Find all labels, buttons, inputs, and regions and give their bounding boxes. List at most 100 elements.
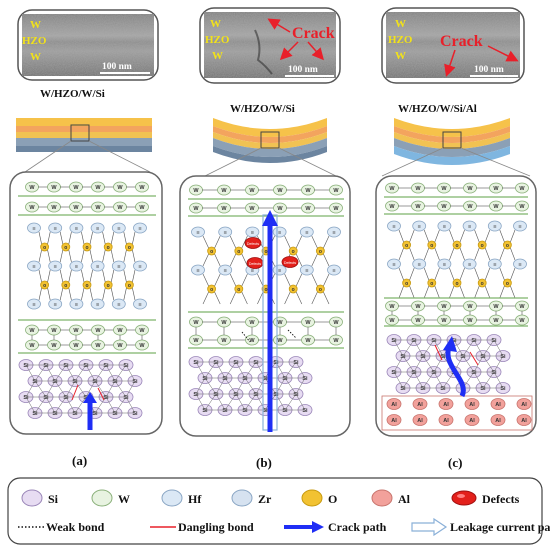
svg-text:W: W bbox=[277, 188, 283, 194]
svg-text:≡: ≡ bbox=[493, 262, 496, 268]
svg-text:Si: Si bbox=[431, 338, 437, 344]
w-atom: W bbox=[113, 339, 127, 351]
svg-text:W: W bbox=[117, 185, 123, 191]
w-atom: W bbox=[189, 184, 203, 196]
svg-text:W: W bbox=[51, 185, 57, 191]
tem-label-w-top: W bbox=[395, 18, 406, 30]
svg-text:Defects: Defects bbox=[249, 262, 261, 266]
hf-atom: ≡ bbox=[327, 264, 341, 276]
svg-text:≡: ≡ bbox=[278, 230, 281, 236]
legend-item-defects: Defects bbox=[451, 490, 520, 506]
svg-text:o: o bbox=[481, 281, 484, 287]
svg-text:Si: Si bbox=[213, 392, 219, 398]
svg-text:Si: Si bbox=[293, 392, 299, 398]
svg-text:Si: Si bbox=[471, 338, 477, 344]
svg-text:≡: ≡ bbox=[518, 224, 521, 230]
svg-text:o: o bbox=[430, 243, 433, 249]
svg-text:Si: Si bbox=[72, 379, 78, 385]
w-atom: W bbox=[489, 314, 503, 326]
w-atom: W bbox=[245, 184, 259, 196]
svg-text:≡: ≡ bbox=[332, 268, 335, 274]
al-atom: Al bbox=[412, 414, 428, 426]
tem-label-w-top: W bbox=[210, 18, 221, 30]
w-atom: W bbox=[463, 314, 477, 326]
hf-atom: ≡ bbox=[133, 222, 147, 234]
svg-text:W: W bbox=[95, 205, 101, 211]
svg-text:≡: ≡ bbox=[278, 268, 281, 274]
svg-text:W: W bbox=[305, 338, 311, 344]
svg-text:W: W bbox=[249, 338, 255, 344]
svg-text:W: W bbox=[193, 188, 199, 194]
lattice-box-b bbox=[179, 175, 351, 437]
svg-text:≡: ≡ bbox=[54, 226, 57, 232]
svg-text:Si: Si bbox=[132, 411, 138, 417]
hf-atom: ≡ bbox=[27, 298, 41, 310]
svg-text:≡: ≡ bbox=[443, 224, 446, 230]
w-atom: W bbox=[463, 300, 477, 312]
svg-text:o: o bbox=[43, 245, 46, 251]
svg-text:Si: Si bbox=[391, 338, 397, 344]
svg-text:Si: Si bbox=[471, 370, 477, 376]
o-atom: o bbox=[207, 246, 217, 256]
svg-text:Si: Si bbox=[480, 386, 486, 392]
svg-text:W: W bbox=[441, 204, 447, 210]
svg-text:≡: ≡ bbox=[196, 268, 199, 274]
w-atom: W bbox=[385, 182, 399, 194]
w-atom: W bbox=[437, 200, 451, 212]
svg-text:Si: Si bbox=[63, 363, 69, 369]
svg-text:≡: ≡ bbox=[224, 268, 227, 274]
tem-label-w-bottom: W bbox=[212, 50, 223, 62]
svg-text:Si: Si bbox=[233, 392, 239, 398]
svg-text:W: W bbox=[249, 320, 255, 326]
svg-text:W: W bbox=[467, 186, 473, 192]
o-atom: o bbox=[124, 280, 134, 290]
svg-text:W: W bbox=[519, 204, 525, 210]
w-atom: W bbox=[463, 182, 477, 194]
hf-atom: ≡ bbox=[69, 222, 84, 234]
svg-text:W: W bbox=[117, 343, 123, 349]
svg-text:o: o bbox=[405, 281, 408, 287]
svg-text:W: W bbox=[117, 205, 123, 211]
svg-text:W: W bbox=[305, 206, 311, 212]
lattice-b: W W W W W W W W W W W W ≡ ≡ ≡ ≡ ≡ ≡ o o o o o ≡ ≡ ≡ ≡ ≡ ≡ o o o o o W W W W W W… bbox=[188, 184, 344, 432]
svg-text:≡: ≡ bbox=[117, 264, 120, 270]
svg-text:o: o bbox=[506, 281, 509, 287]
w-atom: W bbox=[515, 200, 529, 212]
svg-text:Si: Si bbox=[32, 379, 38, 385]
svg-text:W: W bbox=[441, 186, 447, 192]
o-atom: o bbox=[234, 246, 244, 256]
svg-text:Si: Si bbox=[391, 370, 397, 376]
svg-text:≡: ≡ bbox=[305, 268, 308, 274]
svg-text:≡: ≡ bbox=[418, 224, 421, 230]
svg-text:≡: ≡ bbox=[468, 262, 471, 268]
svg-text:o: o bbox=[455, 281, 458, 287]
svg-text:o: o bbox=[128, 283, 131, 289]
svg-text:W: W bbox=[193, 320, 199, 326]
legend-line-red: Dangling bond bbox=[150, 520, 254, 534]
w-atom: W bbox=[329, 184, 343, 196]
svg-text:O: O bbox=[328, 492, 337, 506]
w-atom: W bbox=[25, 324, 39, 336]
w-atom: W bbox=[411, 314, 425, 326]
svg-text:Leakage current path: Leakage current path bbox=[450, 520, 550, 534]
svg-text:W: W bbox=[305, 320, 311, 326]
svg-text:o: o bbox=[85, 245, 88, 251]
svg-text:≡: ≡ bbox=[196, 230, 199, 236]
svg-text:o: o bbox=[264, 249, 267, 255]
hf-atom: ≡ bbox=[69, 298, 84, 310]
svg-text:W: W bbox=[95, 343, 101, 349]
svg-text:Si: Si bbox=[293, 360, 299, 366]
svg-text:Si: Si bbox=[451, 338, 457, 344]
stack-diagram-c bbox=[381, 118, 531, 177]
o-atom: o bbox=[315, 284, 325, 294]
tem-label-w-bottom: W bbox=[395, 50, 406, 62]
hf-atom: ≡ bbox=[272, 264, 287, 276]
w-atom: W bbox=[25, 339, 39, 351]
hf-atom: ≡ bbox=[299, 226, 314, 238]
o-atom: o bbox=[288, 284, 298, 294]
o-atom: o bbox=[315, 246, 325, 256]
svg-text:Defects: Defects bbox=[247, 242, 259, 246]
svg-text:Si: Si bbox=[262, 408, 268, 414]
svg-text:W: W bbox=[249, 206, 255, 212]
panel-a: W HZO W 100 nm W/HZO/W/Si W W W W W W W W W W W W ≡ ≡… bbox=[9, 9, 163, 468]
